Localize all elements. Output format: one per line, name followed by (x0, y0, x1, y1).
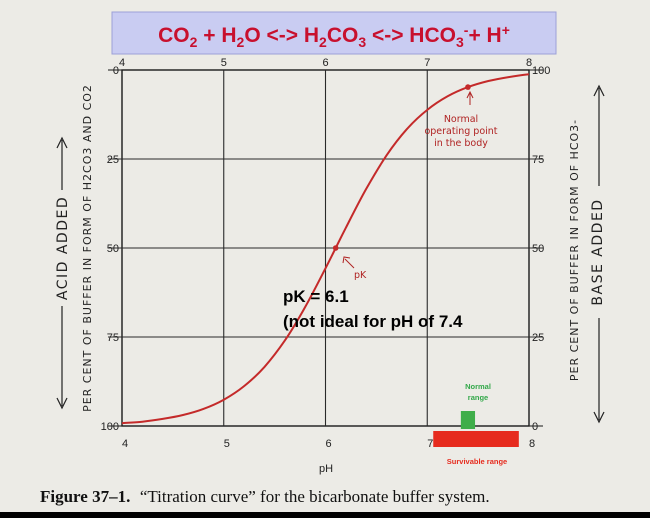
right-tick-label: 75 (532, 154, 544, 166)
left-ticks: 0 25 50 75 100 (101, 65, 119, 433)
normal-operating-label-line3: in the body (434, 138, 488, 149)
left-axis-arrow-label: ACID ADDED (55, 196, 71, 300)
x-tick-label-bottom: 5 (224, 438, 230, 450)
normal-range-bar (460, 411, 476, 429)
pk-point (332, 245, 339, 251)
right-tick-label: 25 (532, 332, 544, 344)
survivable-range-bar (433, 431, 519, 447)
x-tick-label-top: 6 (322, 57, 328, 69)
title-box (111, 11, 557, 55)
figure-caption: Figure 37–1. “Titration curve” for the b… (40, 487, 490, 506)
right-axis-group: PER CENT OF BUFFER IN FORM OF HCO3- BASE… (568, 84, 606, 424)
right-ticks: 100 75 50 25 0 (532, 65, 550, 433)
left-tick-label: 75 (107, 332, 119, 344)
caption-label: Figure 37–1. (40, 487, 130, 506)
grid (108, 69, 543, 427)
left-axis-label: PER CENT OF BUFFER IN FORM OF H2CO3 AND … (81, 84, 94, 412)
x-tick-label-top: 8 (526, 57, 532, 69)
right-axis-label: PER CENT OF BUFFER IN FORM OF HCO3- (568, 119, 581, 381)
left-axis-group: PER CENT OF BUFFER IN FORM OF H2CO3 AND … (55, 84, 94, 412)
normal-range-label-line1: Normal (465, 382, 491, 391)
bottom-border (0, 512, 650, 518)
right-tick-label: 0 (532, 421, 538, 433)
x-tick-label-bottom: 4 (122, 438, 128, 450)
range-bars (433, 411, 519, 447)
points-group (332, 84, 471, 251)
pk-marker-annotation: pK (342, 256, 367, 281)
normal-operating-point (465, 84, 471, 90)
equation-title: CO2 + H2O <-> H2CO3 <-> HCO3-+ H+ (158, 22, 510, 50)
base-arrow-icon (593, 84, 605, 424)
x-tick-label-bottom: 7 (427, 438, 433, 450)
normal-operating-label-line1: Normal (444, 114, 478, 125)
acid-arrow-icon (56, 136, 68, 410)
survivable-range-label: Survivable range (447, 457, 507, 466)
pk-marker-label: pK (354, 270, 367, 281)
left-tick-label: 100 (101, 421, 119, 433)
right-tick-label: 100 (532, 65, 550, 77)
caption-body: “Titration curve” for the bicarbonate bu… (140, 487, 490, 506)
left-tick-label: 50 (107, 243, 119, 255)
pk-value-text: pK = 6.1 (283, 287, 349, 306)
normal-range-label-line2: range (468, 393, 488, 402)
x-tick-label-top: 5 (221, 57, 227, 69)
left-tick-label: 0 (113, 65, 119, 77)
right-axis-arrow-label: BASE ADDED (590, 198, 606, 305)
right-tick-label: 50 (532, 243, 544, 255)
series-group (121, 73, 530, 425)
pk-note-text: (not ideal for pH of 7.4 (283, 312, 463, 331)
x-ticks-top: 4 5 6 7 8 (119, 57, 532, 69)
x-tick-label-top: 4 (119, 57, 125, 69)
title-banner: CO2 + H2O <-> H2CO3 <-> HCO3-+ H+ (111, 11, 557, 55)
x-tick-label-bottom: 6 (325, 438, 331, 450)
normal-operating-label-line2: operating point (424, 126, 497, 137)
titration-curve-line (121, 73, 530, 425)
normal-operating-annotation: Normal operating point in the body (424, 90, 498, 149)
x-tick-label-bottom: 8 (529, 438, 535, 450)
x-tick-label-top: 7 (424, 57, 430, 69)
caption-text: Figure 37–1. “Titration curve” for the b… (40, 487, 490, 506)
left-tick-label: 25 (107, 154, 119, 166)
x-ticks-bottom: 4 5 6 7 8 (122, 438, 535, 450)
x-axis-label: pH (319, 463, 333, 475)
